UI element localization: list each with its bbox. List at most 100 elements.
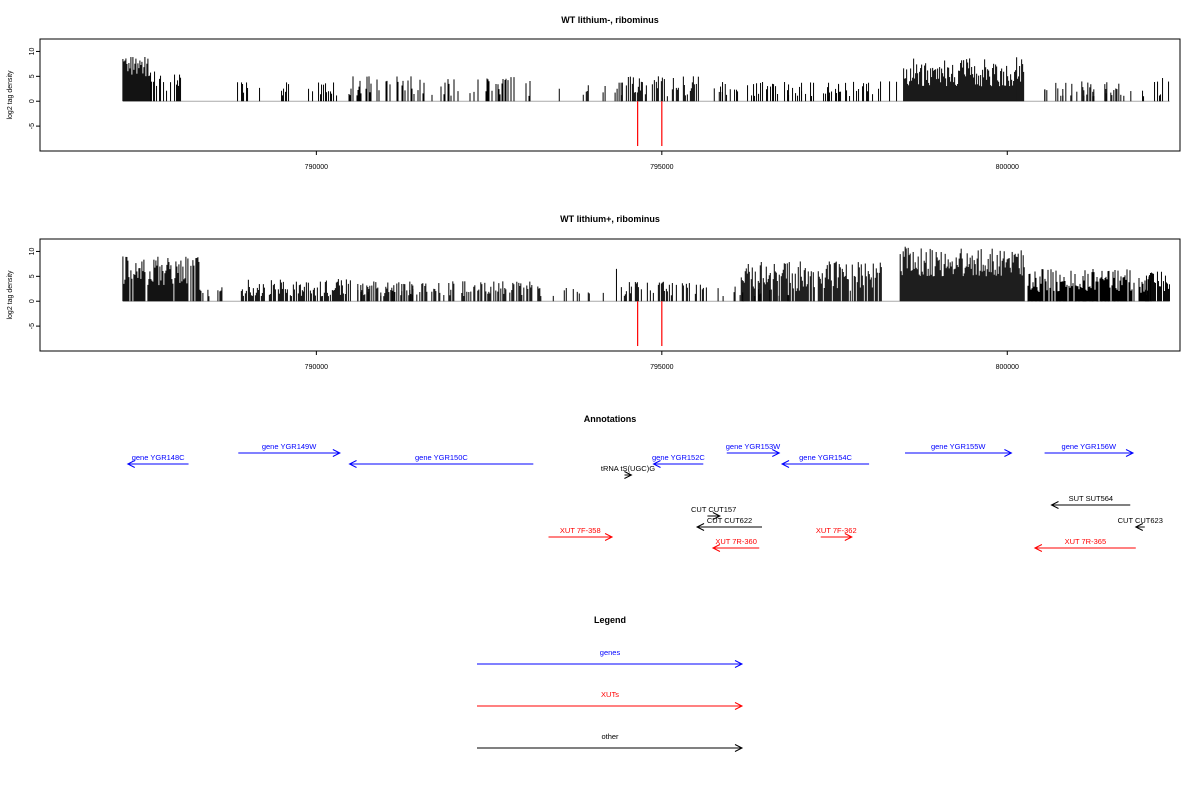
annotation-feature: CUT CUT157 <box>691 505 736 520</box>
signal-segment <box>552 287 604 302</box>
signal-segment <box>1044 89 1125 102</box>
annotation-feature: CUT CUT622 <box>695 516 762 531</box>
legend-arrow-head <box>734 702 744 710</box>
feature-label: gene YGR156W <box>1062 442 1117 451</box>
signal-segment <box>620 281 707 302</box>
signal-segment <box>122 56 151 102</box>
annotation-feature: gene YGR155W <box>905 442 1013 457</box>
y-tick-label: -5 <box>29 123 36 129</box>
signal-segment <box>199 287 223 302</box>
y-axis-label: log2 tag density <box>7 70 14 120</box>
y-axis: -5 0 5 10 <box>29 247 40 329</box>
feature-arrow-head <box>604 533 614 541</box>
feature-label: XUT 7F-358 <box>560 526 601 535</box>
panel-title: WT lithium-, ribominus <box>561 15 659 25</box>
annotation-feature: XUT 7R-365 <box>1033 537 1136 552</box>
signal-segment <box>122 256 200 302</box>
y-tick-label: 10 <box>29 247 36 255</box>
signal-segment <box>899 246 1025 302</box>
feature-label: CUT CUT622 <box>707 516 752 525</box>
annotation-feature: tRNA tS(UGC)G <box>601 464 655 479</box>
feature-label: gene YGR150C <box>415 453 468 462</box>
annotation-features: gene YGR148C gene YGR149W gene YGR150C gene… <box>126 442 1163 552</box>
feature-label: CUT CUT623 <box>1118 516 1163 525</box>
feature-arrow-head <box>652 460 661 468</box>
y-tick-label: 10 <box>29 47 36 55</box>
y-tick-label: 0 <box>29 299 36 303</box>
signal-bars <box>122 246 1170 347</box>
annotation-feature: CUT CUT623 <box>1118 516 1163 531</box>
plot-frame <box>39 238 1181 352</box>
feature-arrow-head <box>1125 449 1135 457</box>
legend-item-other: other <box>477 732 744 752</box>
y-tick-label: 5 <box>29 274 36 278</box>
signal-segment <box>1144 271 1170 302</box>
signal-segment <box>237 82 338 102</box>
signal-segment <box>1044 81 1132 102</box>
y-axis-label: log2 tag density <box>7 270 14 320</box>
feature-arrow-head <box>712 512 721 520</box>
feature-label: SUT SUT564 <box>1069 494 1113 503</box>
legend-item-genes: genes <box>477 648 744 668</box>
feature-label: gene YGR152C <box>652 453 705 462</box>
signal-segment <box>150 71 182 102</box>
feature-arrow-head <box>1033 544 1043 552</box>
signal-segment <box>357 281 542 302</box>
annotation-feature: SUT SUT564 <box>1050 494 1131 509</box>
signal-segment <box>1142 78 1170 102</box>
annotation-feature: XUT 7F-358 <box>548 526 614 541</box>
signal-segment <box>767 85 860 102</box>
feature-label: XUT 7R-365 <box>1065 537 1107 546</box>
feature-label: gene YGR155W <box>931 442 986 451</box>
feature-arrow-head <box>1004 449 1013 457</box>
feature-label: XUT 7F-362 <box>816 526 857 535</box>
x-axis: 790000 795000 800000 <box>305 351 1019 371</box>
feature-label: XUT 7R-360 <box>715 537 757 546</box>
legend-item-xuts: XUTs <box>477 690 744 710</box>
annotation-feature: gene YGR149W <box>238 442 341 457</box>
feature-arrow-head <box>772 449 781 457</box>
feature-arrow-head <box>1134 523 1144 531</box>
feature-label: gene YGR149W <box>262 442 317 451</box>
legend-label: XUTs <box>601 690 619 699</box>
legend-title: Legend <box>594 615 626 625</box>
legend-panel: Legend genes XUTs other <box>477 615 744 752</box>
x-axis: 790000 795000 800000 <box>305 151 1019 171</box>
signal-segment <box>1027 276 1152 302</box>
signal-segment <box>348 76 531 102</box>
signal-segment <box>720 81 898 102</box>
legend-label: other <box>601 732 619 741</box>
feature-arrow-head <box>126 460 135 468</box>
annotation-feature: gene YGR150C <box>348 453 534 468</box>
y-tick-label: 0 <box>29 99 36 103</box>
feature-arrow-head <box>695 523 705 531</box>
signal-segment <box>740 261 882 302</box>
plot-frame <box>39 38 1181 152</box>
y-tick-label: -5 <box>29 323 36 329</box>
annotation-feature: XUT 7R-360 <box>711 537 760 552</box>
x-tick-label: 800000 <box>996 364 1019 371</box>
x-tick-label: 790000 <box>305 164 328 171</box>
annotations-title: Annotations <box>584 414 637 424</box>
feature-label: gene YGR153W <box>726 442 781 451</box>
panel-title: WT lithium+, ribominus <box>560 214 660 224</box>
feature-label: gene YGR154C <box>799 453 852 462</box>
feature-label: gene YGR148C <box>132 453 185 462</box>
feature-arrow-head <box>844 533 853 541</box>
signal-segment <box>240 279 351 302</box>
legend-items: genes XUTs other <box>477 648 744 752</box>
signal-segment <box>357 284 421 302</box>
signal-segment <box>558 85 589 102</box>
annotation-feature: XUT 7F-362 <box>816 526 857 541</box>
annotation-feature: gene YGR156W <box>1044 442 1135 457</box>
x-tick-label: 790000 <box>305 364 328 371</box>
feature-label: tRNA tS(UGC)G <box>601 464 655 473</box>
feature-arrow-head <box>332 449 341 457</box>
y-tick-label: 5 <box>29 74 36 78</box>
feature-label: CUT CUT157 <box>691 505 736 514</box>
feature-arrow-head <box>711 544 721 552</box>
legend-arrow-head <box>734 660 744 668</box>
legend-arrow-head <box>734 744 744 752</box>
legend-label: genes <box>600 648 621 657</box>
